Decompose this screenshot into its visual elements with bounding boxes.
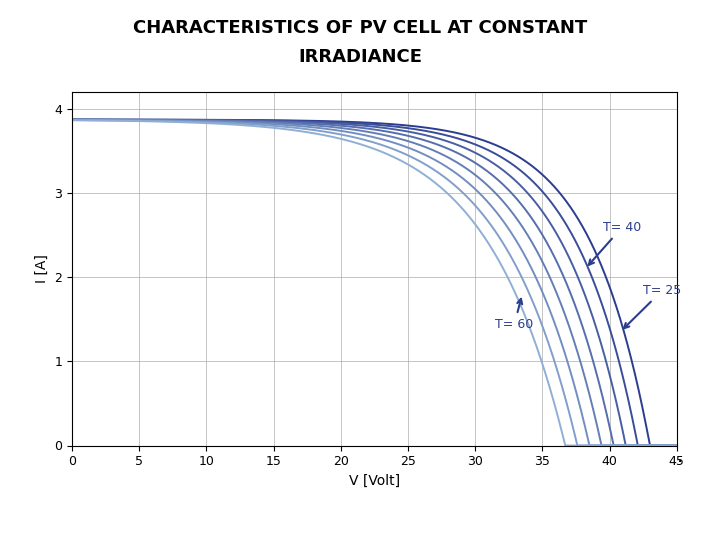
Text: T= 60: T= 60: [495, 299, 534, 330]
Text: T= 40: T= 40: [589, 221, 641, 265]
Y-axis label: I [A]: I [A]: [35, 254, 49, 283]
Text: What you do today is getting you closer to what you want to be tomorrow: What you do today is getting you closer …: [100, 492, 620, 505]
Text: 2010 IEEE International Conference on Communication Control and Computing Techno: 2010 IEEE International Conference on Co…: [150, 522, 570, 531]
Text: IRRADIANCE: IRRADIANCE: [298, 48, 422, 66]
Text: T= 25: T= 25: [624, 284, 681, 328]
Text: .: .: [678, 447, 683, 466]
Text: CHARACTERISTICS OF PV CELL AT CONSTANT: CHARACTERISTICS OF PV CELL AT CONSTANT: [133, 19, 587, 37]
X-axis label: V [Volt]: V [Volt]: [348, 474, 400, 488]
